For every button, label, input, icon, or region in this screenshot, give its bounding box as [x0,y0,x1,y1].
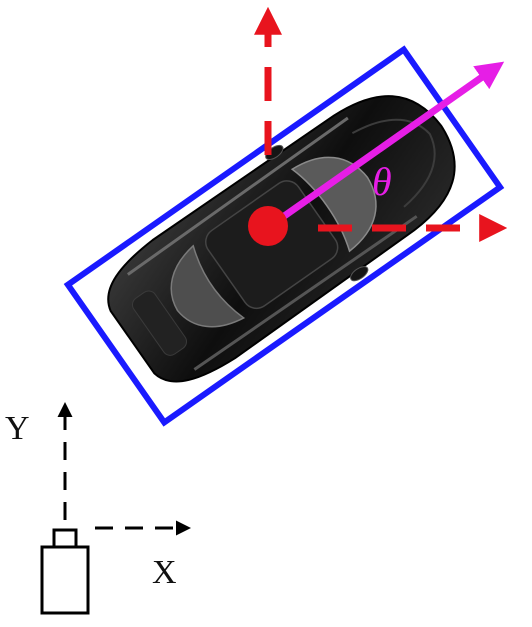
bounding-box [63,45,505,427]
y-axis-label: Y [5,410,30,447]
sensor-camera-icon [40,528,90,615]
heading-arrow [267,61,505,229]
center-point [248,206,288,246]
center-axes [254,6,508,242]
rear-window [170,244,246,328]
front-windshield [290,156,377,253]
x-axis-label: X [152,554,177,591]
theta-label: θ [372,159,392,204]
